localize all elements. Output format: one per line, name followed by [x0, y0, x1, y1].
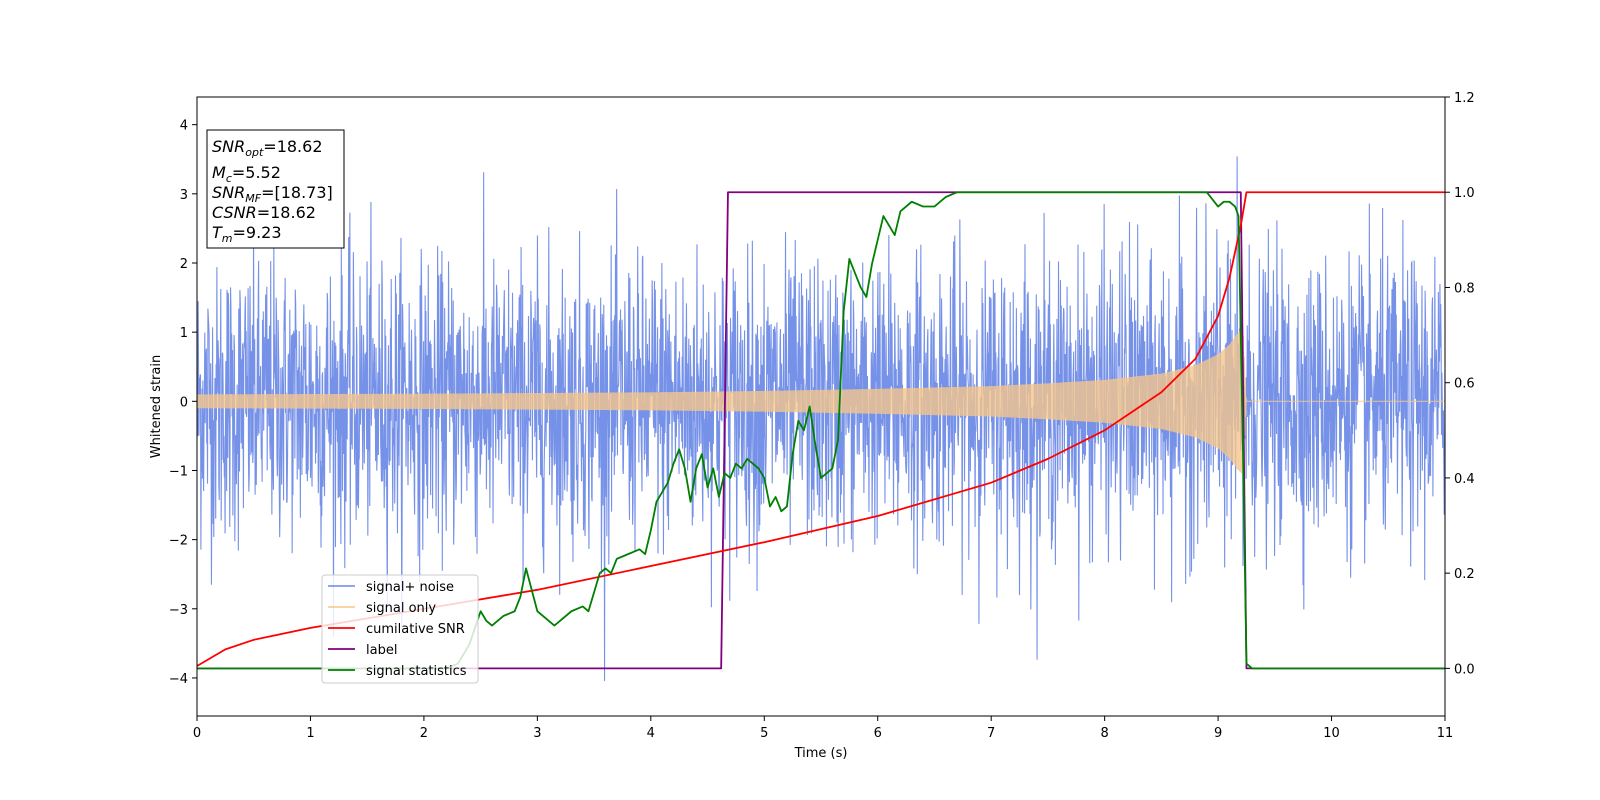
info-box-frame — [206, 129, 345, 249]
y-tick-label: 0 — [180, 395, 188, 410]
plot-area — [197, 156, 1445, 682]
axes: 0 1 2 3 4 5 6 7 8 9 10 11 −4 −3 −2 −1 0 1 2 3 4 0.0 0.2 0.4 0.6 0… — [169, 91, 1475, 741]
info-line: Tm=9.23 — [212, 223, 282, 245]
x-tick-label: 0 — [193, 726, 201, 741]
legend: signal+ noise signal only cumilative SNR la… — [321, 574, 479, 684]
x-tick-label: 6 — [874, 726, 882, 741]
legend-label: cumilative SNR — [366, 622, 465, 637]
series-cumulative-snr — [197, 191, 1445, 667]
info-line: SNRMF=[18.73] — [212, 183, 333, 205]
y2-tick-label: 1.0 — [1454, 186, 1475, 201]
info-box: SNRopt=18.62 Mc=5.52SNRMF=[18.73]CSNR=18.… — [206, 129, 345, 249]
legend-label: signal statistics — [366, 664, 467, 679]
y2-tick-label: 0.0 — [1454, 662, 1475, 677]
info-line: CSNR=18.62 — [212, 203, 316, 222]
y2-tick-label: 0.2 — [1454, 567, 1475, 582]
x-tick-label: 10 — [1323, 726, 1340, 741]
x-tick-label: 7 — [987, 726, 995, 741]
y2-tick-label: 0.6 — [1454, 377, 1475, 392]
x-tick-label: 4 — [647, 726, 655, 741]
x-tick-label: 3 — [533, 726, 541, 741]
legend-frame — [321, 574, 479, 684]
y-tick-label: 1 — [180, 326, 188, 341]
info-line: Mc=5.52 — [212, 163, 281, 185]
legend-label: label — [366, 643, 397, 658]
y-tick-label: −2 — [169, 534, 188, 549]
y-axis-label: Whitened strain — [149, 355, 164, 458]
legend-label: signal only — [366, 601, 436, 616]
y-tick-label: 4 — [180, 119, 188, 134]
y2-tick-label: 1.2 — [1454, 91, 1475, 106]
series-signal-statistics — [197, 191, 1445, 670]
x-tick-label: 11 — [1437, 726, 1454, 741]
x-axis-label: Time (s) — [794, 746, 848, 761]
plot-frame — [196, 96, 1446, 717]
y-tick-label: 3 — [180, 188, 188, 203]
y2-tick-label: 0.8 — [1454, 281, 1475, 296]
info-line: SNRopt=18.62 — [212, 137, 323, 159]
y2-tick-label: 0.4 — [1454, 472, 1475, 487]
x-tick-label: 8 — [1100, 726, 1108, 741]
x-tick-label: 2 — [420, 726, 428, 741]
series-signal-only — [197, 329, 1445, 474]
x-tick-label: 9 — [1214, 726, 1222, 741]
legend-label: signal+ noise — [366, 580, 454, 595]
y-tick-label: −1 — [169, 464, 188, 479]
y-tick-label: −3 — [169, 603, 188, 618]
y-tick-label: 2 — [180, 257, 188, 272]
x-tick-label: 1 — [306, 726, 314, 741]
x-tick-label: 5 — [760, 726, 768, 741]
y-tick-label: −4 — [169, 672, 188, 687]
